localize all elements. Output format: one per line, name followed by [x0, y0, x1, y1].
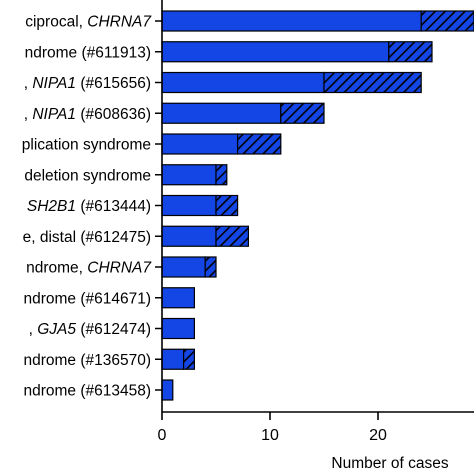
bar-hatched-4	[237, 133, 282, 155]
bar-solid-3	[161, 102, 282, 124]
category-label-8: ndrome, CHRNA7	[26, 260, 152, 277]
bar-hatched-8	[204, 256, 217, 278]
category-label-4: plication syndrome	[22, 137, 151, 154]
category-label-3: , NIPA1 (#608636)	[24, 106, 151, 123]
category-label-2: , NIPA1 (#615656)	[24, 75, 151, 92]
bar-solid-9	[161, 287, 196, 309]
category-label-7: e, distal (#612475)	[23, 229, 151, 246]
bar-hatched-6	[215, 194, 239, 217]
bar-hatched-0	[420, 10, 474, 32]
bar-hatched-2	[323, 71, 422, 94]
bar-solid-2	[161, 71, 325, 94]
bar-solid-4	[161, 133, 239, 155]
bars-group	[161, 10, 474, 401]
category-label-12: ndrome (#613458)	[23, 383, 151, 400]
bar-hatched-11	[183, 348, 196, 370]
bar-hatched-3	[280, 102, 325, 124]
x-tick-label-0: 0	[158, 427, 167, 444]
bar-solid-11	[161, 348, 185, 370]
category-label-6: SH2B1 (#613444)	[27, 198, 151, 215]
category-label-0: ciprocal, CHRNA7	[25, 14, 152, 31]
x-tick-label-2: 20	[369, 427, 387, 444]
category-label-11: ndrome (#136570)	[23, 352, 151, 369]
bar-solid-7	[161, 225, 217, 247]
bar-hatched-1	[388, 41, 433, 63]
x-axis-title: Number of cases	[331, 455, 448, 472]
category-label-1: ndrome (#611913)	[25, 44, 151, 61]
bar-solid-10	[161, 317, 196, 340]
bar-solid-1	[161, 41, 390, 63]
bar-hatched-7	[215, 225, 250, 247]
axes: 0 10 20	[155, 0, 474, 444]
category-label-10: , GJA5 (#612474)	[29, 321, 151, 338]
bar-solid-5	[161, 164, 217, 186]
x-tick-label-1: 10	[261, 427, 279, 444]
bar-solid-6	[161, 194, 217, 217]
bar-solid-0	[161, 10, 422, 32]
category-label-5: deletion syndrome	[24, 167, 151, 184]
bar-solid-8	[161, 256, 206, 278]
bar-hatched-5	[215, 164, 228, 186]
category-labels: ciprocal, CHRNA7 ndrome (#611913) , NIPA1 …	[22, 14, 153, 400]
category-label-9: ndrome (#614671)	[23, 290, 151, 307]
bar-solid-12	[161, 379, 174, 401]
